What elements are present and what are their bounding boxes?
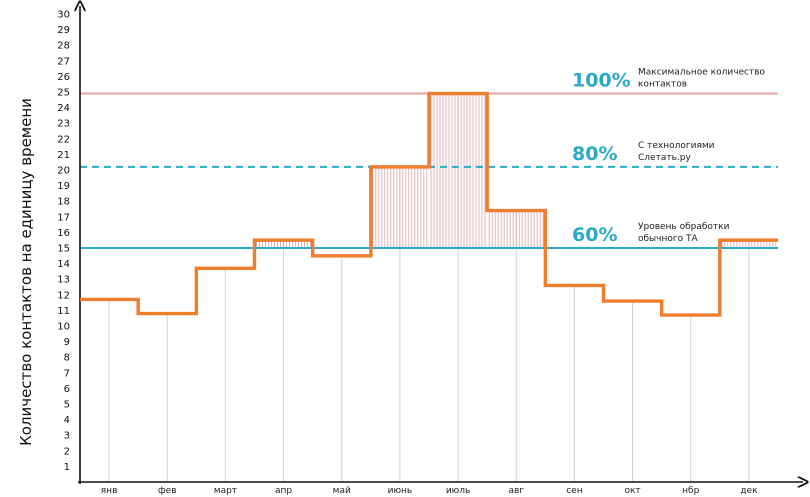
x-tick-label: май	[333, 486, 351, 496]
y-tick-label: 10	[57, 322, 70, 333]
y-tick-label: 2	[64, 446, 70, 457]
y-tick-label: 25	[57, 88, 70, 99]
x-tick-label: окт	[624, 486, 640, 496]
reference-note: С технологиями	[638, 141, 715, 151]
y-tick-label: 26	[57, 72, 70, 83]
y-tick-label: 24	[57, 103, 70, 114]
reference-note: Уровень обработки	[638, 222, 730, 232]
y-tick-label: 12	[57, 290, 70, 301]
percent-label-60: 60%	[572, 224, 617, 246]
x-tick-label: дек	[740, 486, 758, 496]
y-tick-label: 4	[64, 415, 70, 426]
reference-note: Слетать.ру	[638, 153, 691, 163]
y-tick-label: 17	[57, 212, 70, 223]
y-tick-label: 13	[57, 275, 70, 286]
y-tick-label: 23	[57, 119, 70, 130]
y-tick-label: 18	[57, 197, 70, 208]
y-tick-label: 29	[57, 25, 70, 36]
y-tick-label: 6	[64, 384, 70, 395]
x-tick-label: авг	[508, 486, 524, 496]
y-tick-label: 19	[57, 181, 70, 192]
reference-note: Максимальное количество	[638, 68, 766, 78]
y-axis-label: Количество контактов на единицу времени	[17, 98, 35, 446]
x-tick-label: апр	[275, 486, 292, 496]
y-tick-label: 5	[64, 400, 70, 411]
y-tick-label: 11	[57, 306, 70, 317]
y-tick-label: 30	[57, 10, 70, 21]
reference-note: обычного ТА	[638, 234, 698, 244]
x-tick-label: июль	[446, 486, 470, 496]
y-tick-label: 22	[57, 134, 70, 145]
y-tick-label: 7	[64, 368, 70, 379]
percent-label-100: 100%	[572, 70, 631, 92]
y-tick-label: 16	[57, 228, 70, 239]
x-tick-label: март	[214, 486, 237, 496]
x-tick-label: янв	[101, 486, 118, 496]
y-tick-label: 3	[64, 431, 70, 442]
y-tick-label: 8	[64, 353, 70, 364]
y-tick-label: 15	[57, 244, 70, 255]
y-tick-label: 14	[57, 259, 70, 270]
x-tick-label: нбр	[682, 486, 699, 496]
y-tick-label: 9	[64, 337, 70, 348]
y-tick-label: 28	[57, 41, 70, 52]
y-tick-label: 21	[57, 150, 70, 161]
x-tick-label: фев	[158, 486, 177, 496]
series-line	[80, 91, 778, 317]
y-tick-label: 27	[57, 56, 70, 67]
x-tick-label: июнь	[388, 486, 413, 496]
x-tick-label: сен	[566, 486, 582, 496]
reference-note: контактов	[638, 80, 687, 90]
percent-label-80: 80%	[572, 143, 617, 165]
y-tick-label: 20	[57, 166, 70, 177]
y-tick-label: 1	[64, 462, 70, 473]
